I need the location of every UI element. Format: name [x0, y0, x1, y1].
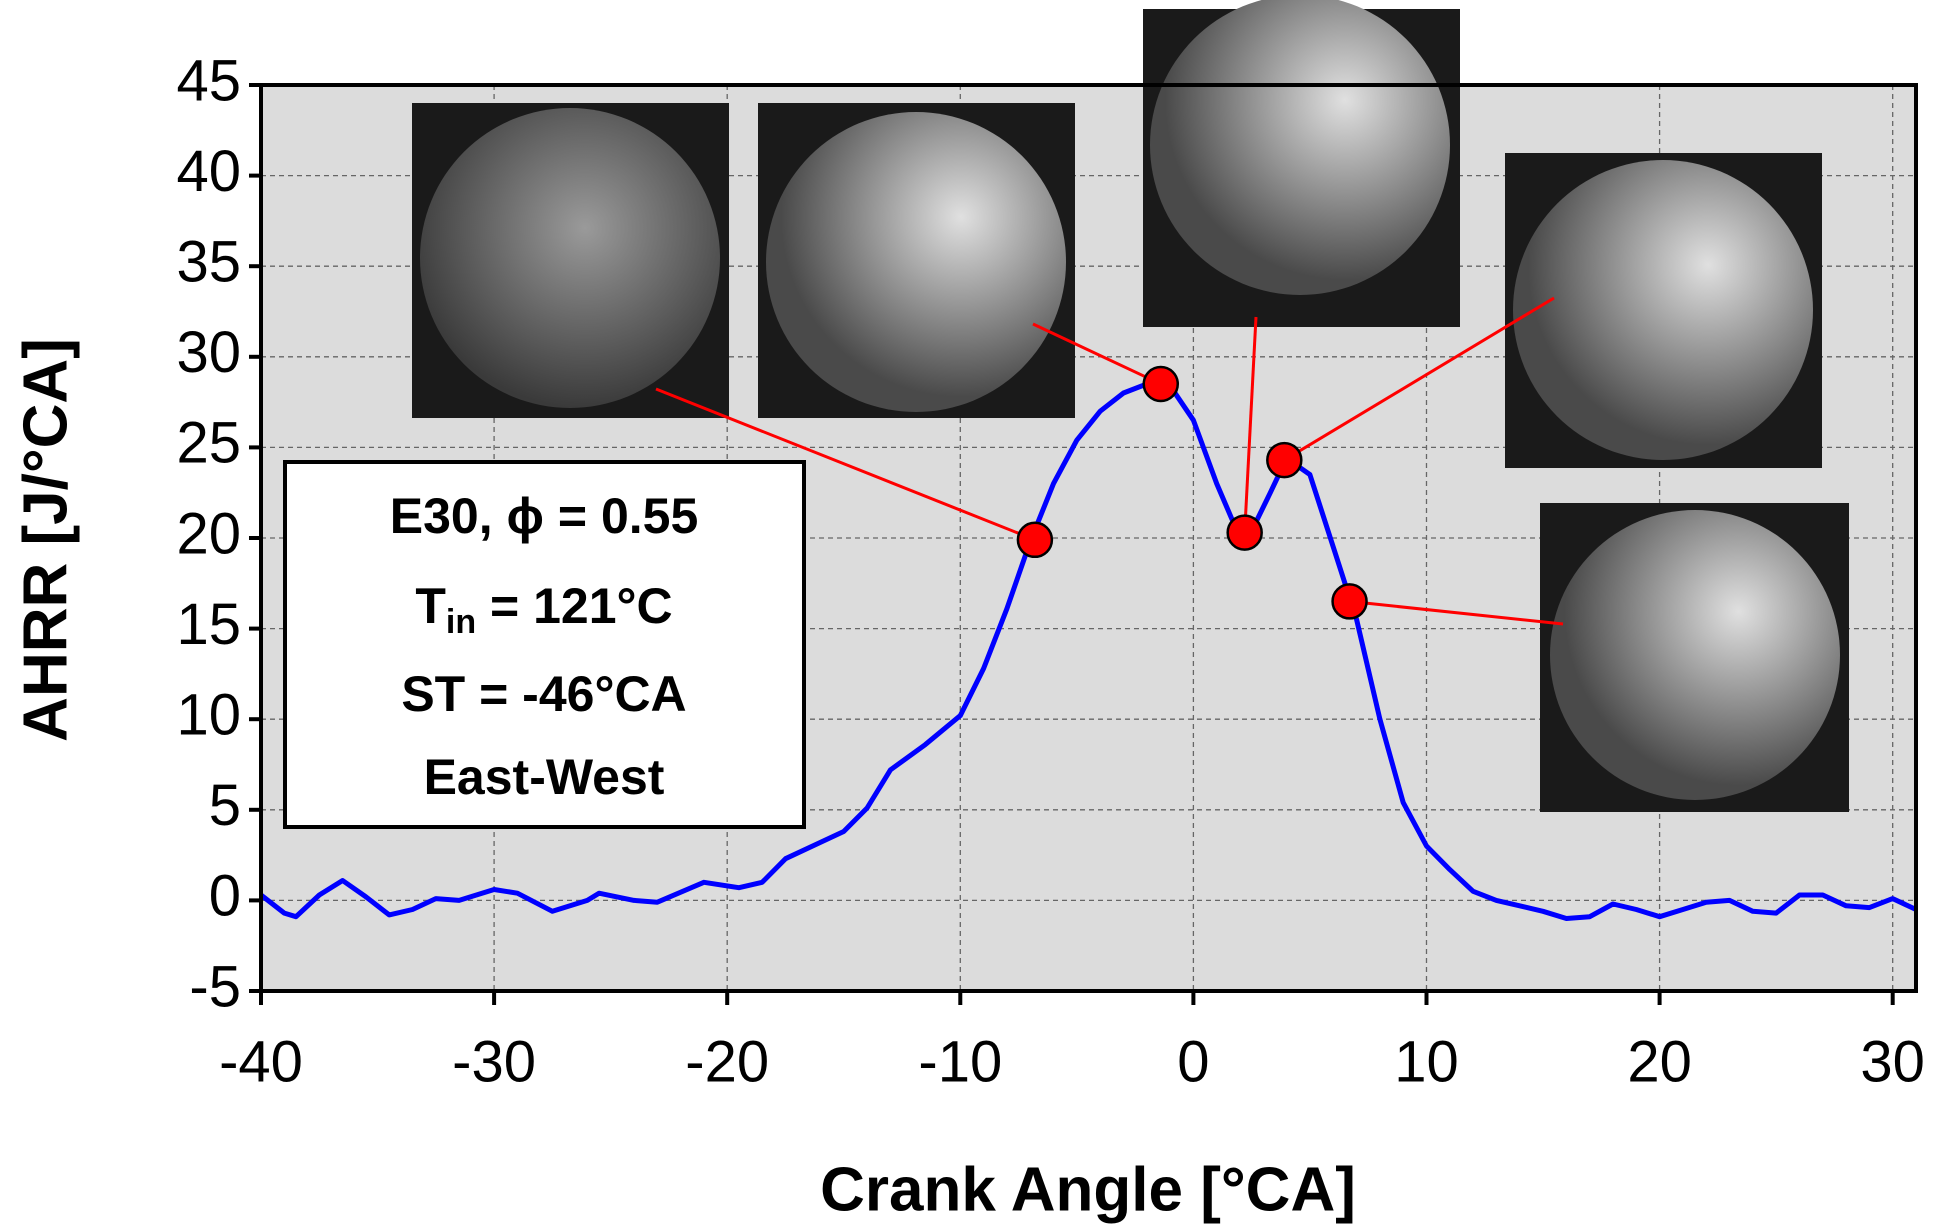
- y-tick-label: 20: [176, 501, 241, 566]
- y-tick-label: 25: [176, 411, 241, 476]
- x-tick-label: -40: [219, 1029, 303, 1094]
- annotation-sub: in: [446, 603, 476, 641]
- annotation-box: [283, 460, 806, 829]
- marker: [1142, 365, 1180, 403]
- photo-frame: [1513, 160, 1813, 460]
- x-tick-label: 30: [1860, 1029, 1925, 1094]
- x-tick-label: -20: [685, 1029, 769, 1094]
- y-tick-label: 40: [176, 139, 241, 204]
- connector: [1283, 296, 1555, 462]
- marker: [1331, 583, 1368, 620]
- marker: [1016, 521, 1054, 559]
- x-axis-title: Crank Angle [°CA]: [820, 1155, 1356, 1224]
- annotation: Tin = 121°C: [415, 578, 672, 641]
- y-tick-label: 30: [176, 320, 241, 385]
- connector: [655, 387, 1036, 542]
- y-tick-label: 15: [176, 592, 241, 657]
- y-axis-title: AHRR [J/°CA]: [11, 338, 80, 742]
- annotation: East-West: [424, 749, 665, 805]
- x-tick-label: -10: [918, 1029, 1002, 1094]
- x-tick-label: 20: [1627, 1029, 1692, 1094]
- photo-frame: [766, 112, 1066, 412]
- connector: [1032, 322, 1162, 386]
- x-tick-label: 0: [1177, 1029, 1209, 1094]
- plot: [259, 296, 1918, 921]
- connector: [1349, 599, 1564, 626]
- photos: [412, 0, 1849, 812]
- y-tick-label: 0: [209, 864, 241, 929]
- y-tick-label: 10: [176, 683, 241, 748]
- photo-frame: [420, 108, 720, 408]
- photo-frame: [1150, 0, 1450, 295]
- x-tick-label: 10: [1394, 1029, 1459, 1094]
- x-tick-label: -30: [452, 1029, 536, 1094]
- marker: [1226, 514, 1263, 551]
- connector: [1243, 316, 1258, 533]
- y-tick-label: 45: [176, 48, 241, 113]
- photo-frame: [1550, 510, 1840, 800]
- annotation: ST = -46°CA: [401, 666, 686, 722]
- annotation-part: = 121°C: [476, 578, 673, 634]
- y-tick-label: -5: [189, 954, 241, 1019]
- annotation-part: T: [415, 578, 446, 634]
- marker: [1266, 441, 1303, 479]
- y-tick-label: 5: [209, 773, 241, 838]
- y-tick-label: 35: [176, 230, 241, 295]
- annotation: E30, ϕ = 0.55: [390, 488, 699, 544]
